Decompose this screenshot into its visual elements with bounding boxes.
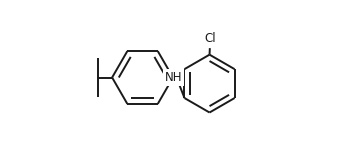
Text: Cl: Cl bbox=[204, 32, 216, 45]
Text: NH: NH bbox=[165, 71, 182, 84]
